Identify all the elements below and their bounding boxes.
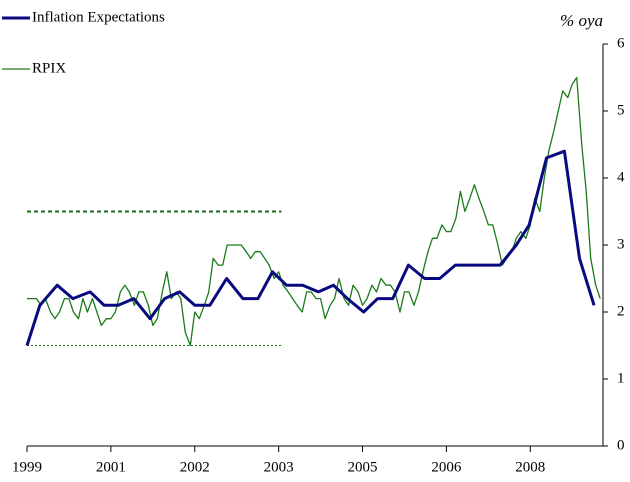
- legend-label: Inflation Expectations: [32, 9, 165, 25]
- y-tick-label: 1: [617, 370, 625, 386]
- y-tick-label: 4: [617, 169, 625, 185]
- series-line: [25, 149, 596, 346]
- y-tick-label: 6: [617, 35, 625, 51]
- y-tick-label: 0: [617, 437, 625, 453]
- y-tick-label: 2: [617, 303, 625, 319]
- y-tick-label: 5: [617, 102, 625, 118]
- x-tick-label: 2005: [348, 459, 378, 475]
- x-tick-label: 1999: [12, 459, 42, 475]
- x-tick-label: 2002: [180, 459, 210, 475]
- y-axis-label: % oya: [560, 11, 603, 30]
- x-tick-label: 2001: [96, 459, 126, 475]
- x-tick-label: 2008: [515, 459, 545, 475]
- x-tick-label: 2003: [264, 459, 294, 475]
- y-tick-label: 3: [617, 236, 625, 252]
- legend-label: RPIX: [32, 60, 66, 76]
- x-tick-label: 2006: [431, 459, 462, 475]
